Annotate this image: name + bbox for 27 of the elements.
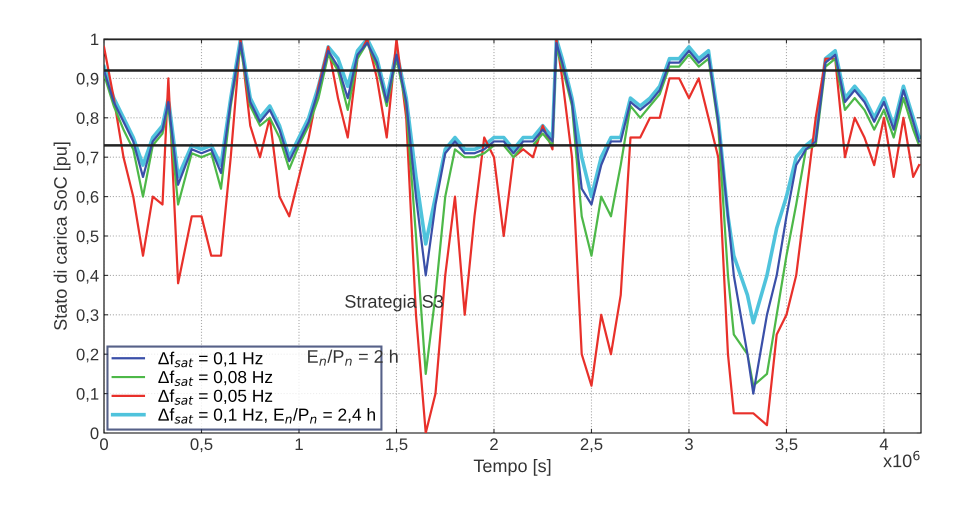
- x-tick-label: 3,5: [776, 438, 798, 452]
- y-tick-label: 0,5: [76, 230, 98, 244]
- y-tick-label: 0,1: [76, 388, 98, 402]
- y-tick-label: 0,8: [76, 112, 98, 126]
- y-tick-label: 0,7: [76, 152, 98, 166]
- x-tick-label: 1: [296, 438, 303, 450]
- y-tick-label: 0: [90, 427, 98, 440]
- y-tick-label: 0,9: [76, 72, 98, 87]
- x-tick-label: 0: [100, 438, 108, 450]
- legend-label: Δf$_{sat}$ = 0,1 Hz, E$_{n}$/P$_{n}$ = 2,4 h: [158, 408, 375, 424]
- x-tick-label: 1,5: [386, 438, 408, 452]
- y-tick-label: 0,4: [76, 270, 99, 284]
- x-tick-label: 3: [684, 438, 693, 450]
- x-axis-title: Tempo [s]: [474, 458, 550, 476]
- x-tick-label: 2,5: [580, 438, 602, 452]
- y-axis-title: Stato di carica SoC [pu]: [54, 142, 70, 330]
- x-tick-label: 0,5: [190, 438, 212, 452]
- legend-label: Δf$_{sat}$ = 0,08 Hz: [158, 370, 272, 386]
- y-tick-label: 0,2: [76, 348, 98, 362]
- y-tick-label: 1: [91, 34, 98, 46]
- y-tick-label: 0,3: [76, 309, 98, 323]
- x-tick-label: 2: [490, 438, 498, 450]
- y-tick-label: 0,6: [76, 191, 98, 205]
- legend-label: Δf$_{sat}$ = 0,05 Hz: [158, 389, 272, 405]
- x-tick-label: 4: [880, 438, 888, 450]
- text: x10$^{6}$: [883, 450, 920, 468]
- legend-label: Δf$_{sat}$ = 0,1 Hz: [158, 352, 263, 368]
